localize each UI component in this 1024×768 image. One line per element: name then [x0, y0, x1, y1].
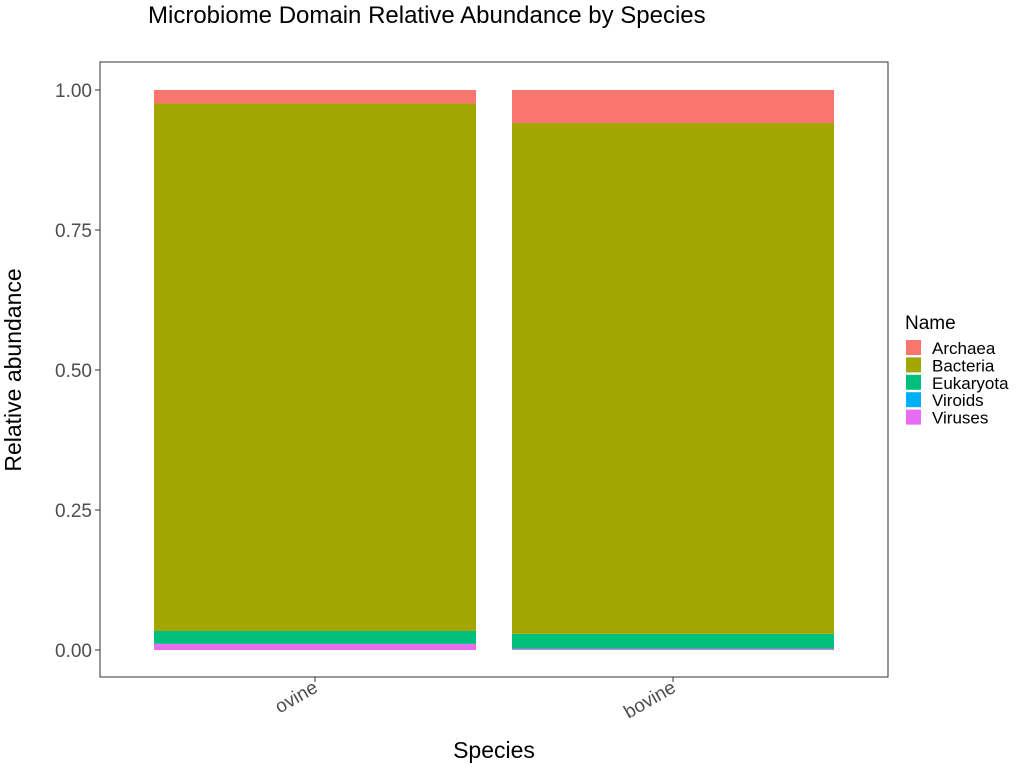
legend-label-bacteria: Bacteria [932, 356, 995, 375]
y-tick-label: 0.00 [55, 641, 92, 662]
y-tick-label: 0.50 [55, 361, 92, 382]
legend-swatch-bacteria [906, 357, 921, 373]
legend: Name ArchaeaBacteriaEukaryotaViroidsViru… [905, 313, 1009, 428]
x-axis: ovine bovine [272, 677, 680, 723]
x-tick-label-ovine: ovine [272, 677, 322, 718]
x-axis-title: Species [453, 737, 535, 763]
bar-segment-ovine-viruses [154, 643, 476, 650]
y-tick-label: 0.25 [55, 501, 92, 522]
legend-swatch-eukaryota [906, 374, 921, 390]
bar-segment-ovine-bacteria [154, 103, 476, 631]
chart-title: Microbiome Domain Relative Abundance by … [148, 2, 706, 29]
legend-swatch-viruses [906, 409, 921, 425]
y-tick-label: 0.75 [55, 221, 92, 242]
y-axis: 0.00 0.25 0.50 0.75 1.00 [55, 81, 100, 662]
legend-swatch-viroids [906, 392, 921, 408]
bar-segment-ovine-eukaryota [154, 630, 476, 644]
bar-segment-bovine-viruses [512, 648, 834, 650]
bar-segment-ovine-archaea [154, 90, 476, 104]
bars [154, 90, 834, 650]
x-tick-label-bovine: bovine [621, 677, 680, 723]
y-tick-label: 1.00 [55, 81, 92, 102]
legend-label-eukaryota: Eukaryota [932, 374, 1009, 393]
plot-panel-border [99, 61, 889, 678]
bar-segment-bovine-archaea [512, 90, 834, 124]
legend-swatch-archaea [906, 340, 921, 355]
y-axis-title: Relative abundance [0, 268, 26, 471]
legend-label-viruses: Viruses [932, 409, 988, 428]
legend-title: Name [905, 313, 956, 334]
bar-segment-bovine-eukaryota [512, 633, 834, 649]
legend-label-archaea: Archaea [932, 339, 996, 358]
legend-label-viroids: Viroids [932, 391, 984, 410]
bar-segment-bovine-bacteria [512, 123, 834, 634]
